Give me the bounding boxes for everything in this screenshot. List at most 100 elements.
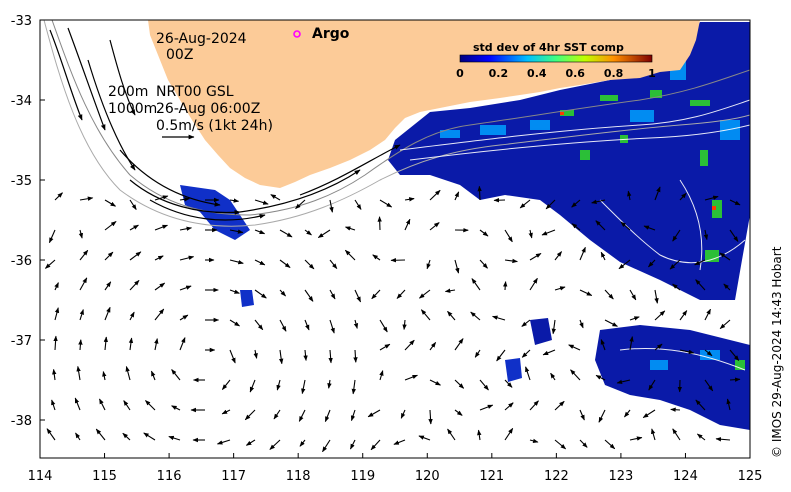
current-vector — [429, 379, 441, 386]
current-vector — [504, 402, 514, 411]
current-vector — [604, 289, 614, 300]
current-vector — [304, 259, 315, 270]
colorbar-tick-label: 0.2 — [489, 67, 509, 80]
current-vector — [629, 336, 634, 351]
current-vector — [179, 337, 186, 351]
x-tick-label: 123 — [608, 469, 633, 484]
current-vector — [521, 319, 531, 327]
current-vector — [354, 199, 362, 210]
current-vector — [48, 229, 56, 244]
current-vector — [504, 258, 518, 264]
current-vector — [171, 405, 181, 411]
current-vector — [444, 288, 456, 293]
current-vector — [379, 370, 384, 381]
current-vector — [53, 335, 58, 351]
current-vector — [128, 337, 134, 351]
current-vector — [104, 221, 117, 231]
current-vector — [229, 289, 240, 294]
current-vector — [654, 289, 659, 304]
current-vector — [454, 409, 463, 416]
current-vector — [426, 259, 431, 270]
x-tick-label: 118 — [286, 469, 311, 484]
current-vector — [229, 349, 236, 364]
current-vector — [328, 349, 333, 364]
current-vector — [477, 429, 482, 441]
current-vector — [454, 259, 460, 274]
current-vector — [129, 311, 135, 321]
current-vector — [715, 437, 731, 442]
current-vector — [54, 282, 59, 291]
current-vector — [654, 343, 663, 351]
x-tick-label: 120 — [415, 469, 440, 484]
current-vector — [351, 379, 356, 395]
current-vector — [642, 409, 656, 419]
current-vector — [75, 432, 81, 441]
scale-label: 0.5m/s (1kt 24h) — [156, 118, 273, 134]
current-vector — [344, 249, 356, 261]
current-vector — [402, 319, 407, 330]
current-vector — [129, 279, 140, 291]
current-vector — [529, 252, 542, 261]
current-vector — [301, 379, 306, 395]
x-axis: 114 115 116 117 118 119 120 121 122 123 124 125 — [28, 453, 762, 484]
current-vector — [299, 439, 306, 447]
current-vector — [496, 349, 506, 362]
y-tick-label: -38 — [11, 414, 32, 429]
current-vector — [370, 439, 381, 451]
current-vector — [604, 439, 616, 450]
current-vector — [404, 374, 418, 381]
current-vector — [317, 229, 331, 239]
current-vector — [504, 427, 514, 441]
current-vector — [79, 277, 88, 291]
current-vector — [279, 229, 293, 238]
x-tick-label: 117 — [221, 469, 246, 484]
plot-frame — [39, 19, 751, 459]
current-vector — [179, 285, 192, 291]
colorbar — [459, 54, 653, 63]
current-vector — [672, 229, 681, 242]
current-vector — [154, 224, 168, 231]
current-vector — [519, 199, 531, 209]
current-vector — [78, 339, 83, 351]
current-vector — [643, 225, 656, 231]
current-vector — [529, 277, 538, 291]
current-vector — [221, 379, 231, 390]
current-vector — [74, 397, 81, 411]
current-vector — [704, 379, 714, 392]
current-vector — [672, 283, 681, 291]
current-vector — [669, 259, 681, 270]
map-date: 26-Aug-2024 — [156, 31, 247, 47]
current-vector — [179, 314, 189, 321]
current-vector — [492, 315, 506, 321]
current-vector — [295, 199, 306, 210]
current-vector — [429, 189, 441, 201]
current-vector — [723, 283, 731, 291]
current-vector — [46, 428, 56, 441]
current-vector — [629, 289, 637, 301]
current-vector — [528, 229, 533, 239]
current-vector — [104, 306, 111, 321]
map-hour: 00Z — [166, 47, 193, 63]
current-vector — [629, 316, 640, 321]
current-vector — [304, 289, 314, 302]
current-vector — [704, 349, 713, 357]
current-vector — [254, 259, 266, 266]
current-vector — [471, 278, 481, 291]
current-vector — [353, 349, 358, 363]
current-vector — [579, 319, 584, 329]
current-vector — [168, 435, 181, 441]
current-vector — [279, 259, 291, 269]
current-vector — [629, 436, 643, 441]
current-vector — [447, 310, 456, 321]
current-vector — [229, 229, 244, 234]
current-vector — [624, 409, 631, 418]
current-vector — [393, 439, 406, 445]
current-vector — [679, 349, 695, 355]
current-vector — [470, 311, 481, 321]
y-tick-label: -35 — [11, 174, 32, 189]
current-vector — [254, 199, 269, 205]
current-vector — [249, 379, 256, 393]
current-vector — [279, 319, 287, 332]
current-vector — [129, 251, 142, 261]
